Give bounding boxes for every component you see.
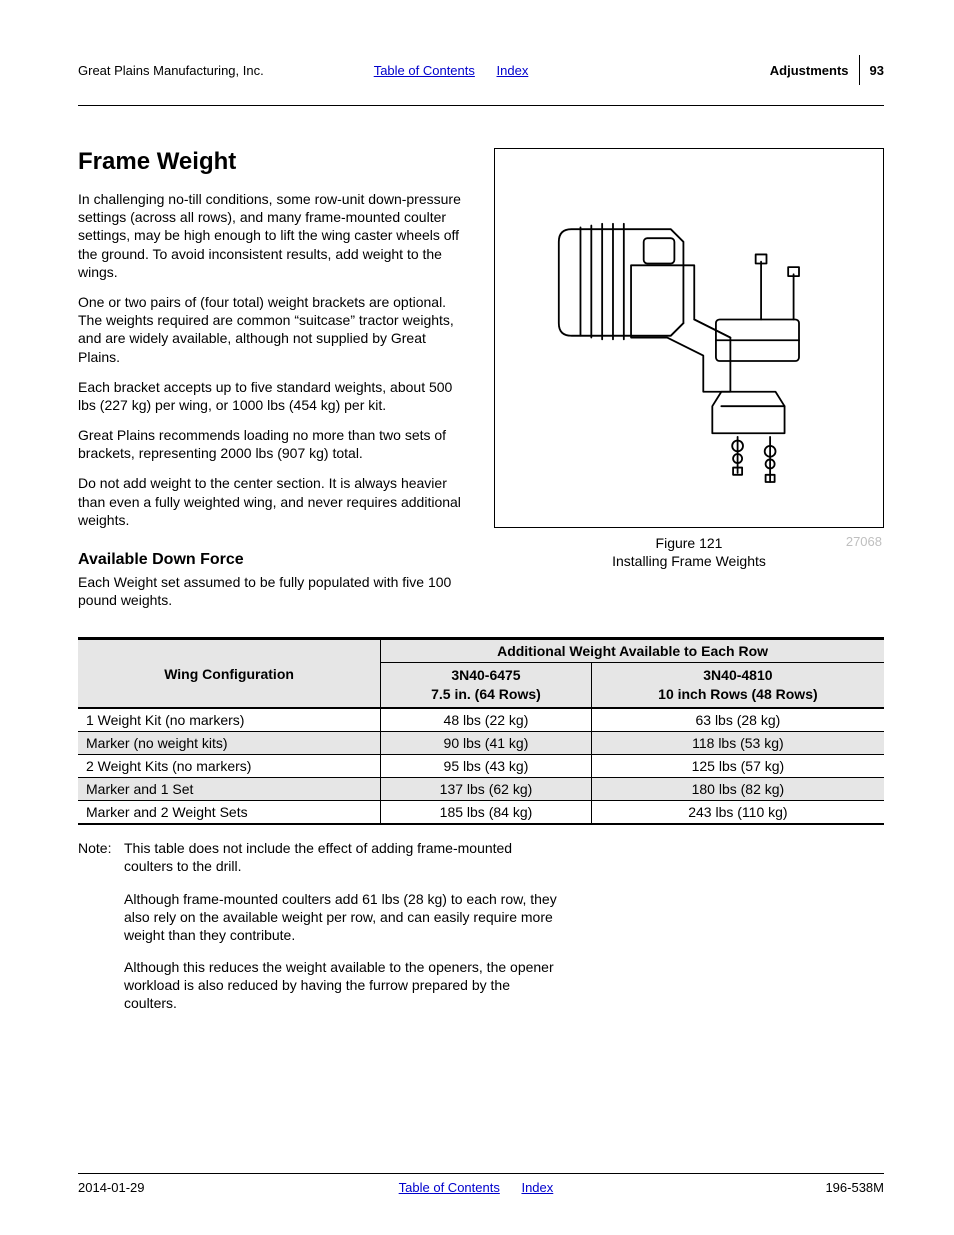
figure-label: Figure 121 xyxy=(612,534,766,552)
table-header-text: 3N40-4810 xyxy=(703,667,772,683)
table-cell-value: 137 lbs (62 kg) xyxy=(381,778,592,801)
table-row: Marker (no weight kits)90 lbs (41 kg)118… xyxy=(78,732,884,755)
table-row: Marker and 1 Set137 lbs (62 kg)180 lbs (… xyxy=(78,778,884,801)
note-paragraph: Although this reduces the weight availab… xyxy=(124,958,558,1013)
company-name: Great Plains Manufacturing, Inc. xyxy=(78,63,264,78)
body-paragraph: One or two pairs of (four total) weight … xyxy=(78,293,470,366)
table-cell-label: 2 Weight Kits (no markers) xyxy=(78,755,381,778)
table-cell-value: 48 lbs (22 kg) xyxy=(381,708,592,732)
body-paragraph: Do not add weight to the center section.… xyxy=(78,474,470,529)
body-paragraph: In challenging no-till conditions, some … xyxy=(78,190,470,281)
table-row: 1 Weight Kit (no markers)48 lbs (22 kg)6… xyxy=(78,708,884,732)
footer-doc-id: 196-538M xyxy=(825,1180,884,1195)
page-divider xyxy=(859,55,860,85)
table-header-text: 7.5 in. (64 Rows) xyxy=(431,686,541,702)
table-superheader: Additional Weight Available to Each Row xyxy=(381,639,884,663)
table-cell-value: 63 lbs (28 kg) xyxy=(591,708,884,732)
subheading: Available Down Force xyxy=(78,551,470,569)
page-header: Great Plains Manufacturing, Inc. Table o… xyxy=(78,55,884,85)
table-cell-label: Marker and 2 Weight Sets xyxy=(78,801,381,825)
table-cell-value: 180 lbs (82 kg) xyxy=(591,778,884,801)
table-cell-value: 90 lbs (41 kg) xyxy=(381,732,592,755)
table-row: Marker and 2 Weight Sets185 lbs (84 kg)2… xyxy=(78,801,884,825)
page-footer: 2014-01-29 Table of Contents Index 196-5… xyxy=(78,1173,884,1195)
table-cell-value: 118 lbs (53 kg) xyxy=(591,732,884,755)
table-cell-value: 95 lbs (43 kg) xyxy=(381,755,592,778)
table-cell-value: 125 lbs (57 kg) xyxy=(591,755,884,778)
body-paragraph: Each bracket accepts up to five standard… xyxy=(78,378,470,414)
toc-link[interactable]: Table of Contents xyxy=(374,63,475,78)
page-number: 93 xyxy=(870,63,884,78)
body-paragraph: Great Plains recommends loading no more … xyxy=(78,426,470,462)
section-name: Adjustments xyxy=(770,63,849,78)
footer-toc-link[interactable]: Table of Contents xyxy=(399,1180,500,1195)
note-block: Note: This table does not include the ef… xyxy=(78,839,558,1027)
frame-weights-icon xyxy=(522,175,856,500)
index-link[interactable]: Index xyxy=(497,63,529,78)
table-cell-label: Marker and 1 Set xyxy=(78,778,381,801)
table-cell-value: 185 lbs (84 kg) xyxy=(381,801,592,825)
note-paragraph: Although frame-mounted coulters add 61 l… xyxy=(124,890,558,945)
table-header-text: 10 inch Rows (48 Rows) xyxy=(658,686,817,702)
table-cell-label: 1 Weight Kit (no markers) xyxy=(78,708,381,732)
figure-ref: 27068 xyxy=(846,534,882,549)
note-paragraph: This table does not include the effect o… xyxy=(124,839,558,875)
table-cell-label: Marker (no weight kits) xyxy=(78,732,381,755)
body-paragraph: Each Weight set assumed to be fully popu… xyxy=(78,573,470,609)
table-cell-value: 243 lbs (110 kg) xyxy=(591,801,884,825)
weight-table: Wing Configuration Additional Weight Ava… xyxy=(78,637,884,825)
table-header-col1: 3N40-6475 7.5 in. (64 Rows) xyxy=(381,663,592,708)
header-rule xyxy=(78,105,884,106)
page-title: Frame Weight xyxy=(78,148,470,176)
table-header-text: 3N40-6475 xyxy=(451,667,520,683)
note-label: Note: xyxy=(78,839,124,1027)
figure-illustration xyxy=(494,148,884,528)
table-header-col2: 3N40-4810 10 inch Rows (48 Rows) xyxy=(591,663,884,708)
figure-caption: Installing Frame Weights xyxy=(612,552,766,570)
table-header-wing: Wing Configuration xyxy=(78,639,381,708)
footer-index-link[interactable]: Index xyxy=(521,1180,553,1195)
footer-date: 2014-01-29 xyxy=(78,1180,145,1195)
table-row: 2 Weight Kits (no markers)95 lbs (43 kg)… xyxy=(78,755,884,778)
